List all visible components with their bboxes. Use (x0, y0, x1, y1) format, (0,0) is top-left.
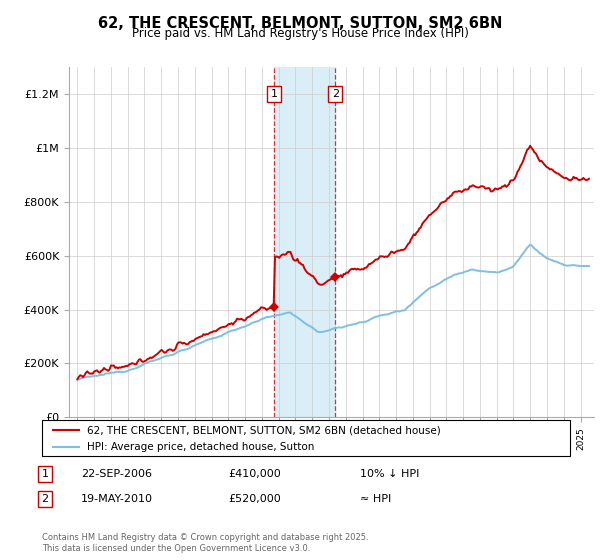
Text: £520,000: £520,000 (228, 494, 281, 504)
Text: 1: 1 (271, 89, 278, 99)
Text: Price paid vs. HM Land Registry's House Price Index (HPI): Price paid vs. HM Land Registry's House … (131, 27, 469, 40)
Text: 1: 1 (41, 469, 49, 479)
Bar (274, 67, 335, 417)
Text: £410,000: £410,000 (228, 469, 281, 479)
Text: 19-MAY-2010: 19-MAY-2010 (81, 494, 153, 504)
Text: Contains HM Land Registry data © Crown copyright and database right 2025.
This d: Contains HM Land Registry data © Crown c… (42, 533, 368, 553)
Text: 62, THE CRESCENT, BELMONT, SUTTON, SM2 6BN (detached house): 62, THE CRESCENT, BELMONT, SUTTON, SM2 6… (87, 425, 440, 435)
Text: 10% ↓ HPI: 10% ↓ HPI (360, 469, 419, 479)
Text: 62, THE CRESCENT, BELMONT, SUTTON, SM2 6BN: 62, THE CRESCENT, BELMONT, SUTTON, SM2 6… (98, 16, 502, 31)
Text: 22-SEP-2006: 22-SEP-2006 (81, 469, 152, 479)
Text: HPI: Average price, detached house, Sutton: HPI: Average price, detached house, Sutt… (87, 442, 314, 452)
Text: 2: 2 (332, 89, 339, 99)
Text: ≈ HPI: ≈ HPI (360, 494, 391, 504)
Text: 2: 2 (41, 494, 49, 504)
